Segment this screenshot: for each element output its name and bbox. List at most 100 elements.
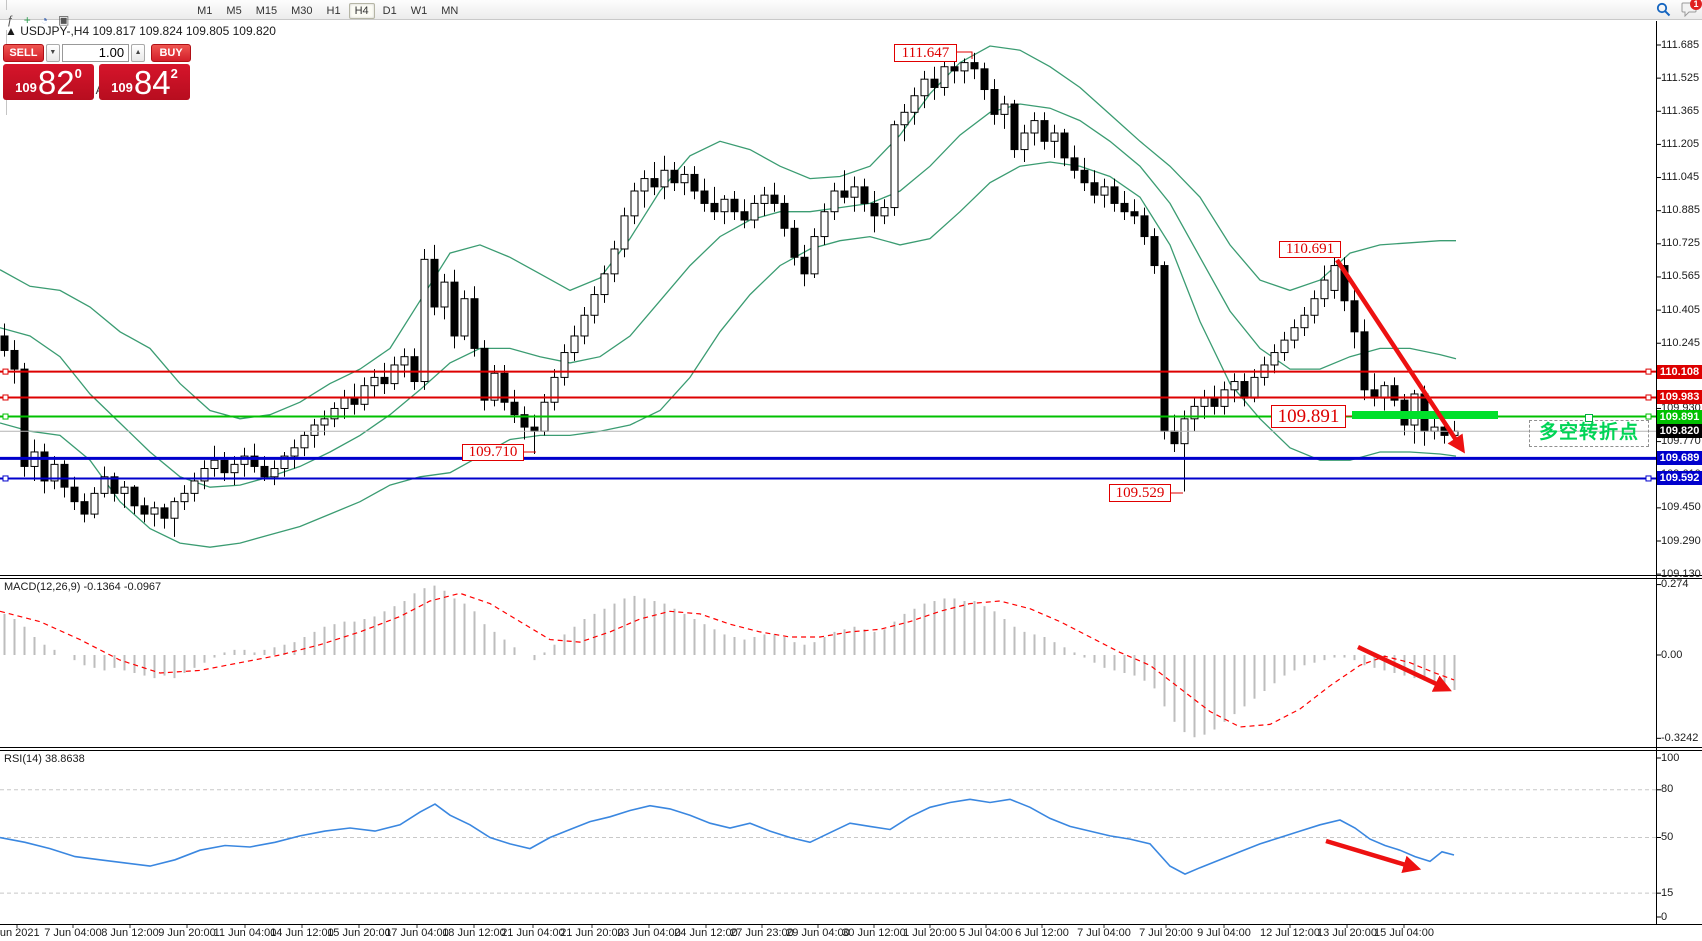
sell-button[interactable]: SELL: [3, 44, 44, 62]
sell-price-sup: 0: [74, 66, 82, 81]
candle-bear: [1060, 132, 1069, 159]
line-handle[interactable]: [1645, 475, 1652, 482]
time-label: 18 Jun 12:00: [442, 927, 506, 939]
line-handle[interactable]: [2, 413, 9, 420]
templates-icon[interactable]: ▣: [54, 10, 73, 30]
timeframe-m1[interactable]: M1: [197, 4, 213, 17]
macd-tick: -0.3242: [1661, 731, 1699, 744]
macd-signal-line: [0, 592, 1455, 728]
chat-icon[interactable]: 1: [1681, 0, 1702, 22]
timeframe-h1[interactable]: H1: [326, 4, 341, 17]
candle-bear: [80, 501, 89, 515]
periods-icon[interactable]: ◔: [37, 10, 52, 30]
candle-bear: [1110, 186, 1119, 204]
time-label: 9 Jun 20:00: [158, 927, 216, 939]
annotation-note-cn[interactable]: 多空转折点: [1529, 420, 1649, 447]
timeframe-mn[interactable]: MN: [441, 4, 459, 17]
volume-decrease-button[interactable]: ▼: [45, 44, 60, 62]
support-zone-bar[interactable]: [1352, 411, 1498, 419]
line-handle[interactable]: [2, 394, 9, 401]
one-click-trading-panel: SELL ▼ 1.00 ▲ BUY 109 82 0 109 84 2: [3, 44, 192, 100]
price-callout-spike-low[interactable]: 109.529: [1109, 484, 1171, 502]
price-callout-high[interactable]: 111.647: [894, 44, 957, 62]
candle-bear: [1350, 300, 1359, 333]
add-indicator-icon[interactable]: +: [20, 10, 35, 30]
candle-bear: [140, 505, 149, 515]
price-tick: 111.685: [1661, 38, 1700, 51]
candle-bear: [1090, 182, 1099, 196]
candle-bear: [1080, 169, 1089, 184]
candle-bull: [210, 459, 219, 470]
candle-bear: [1360, 331, 1369, 391]
candle-bull: [760, 194, 769, 204]
timeframe-w1[interactable]: W1: [410, 4, 428, 17]
candle-bull: [50, 463, 59, 482]
buy-price-panel[interactable]: 109 84 2: [99, 64, 190, 100]
candle-bull: [240, 455, 249, 465]
candle-bull: [1200, 397, 1209, 407]
candle-bear: [700, 190, 709, 204]
candle-bull: [280, 455, 289, 470]
timeframe-m30[interactable]: M30: [291, 4, 313, 17]
candle-bear: [1150, 236, 1159, 267]
candle-bear: [1160, 265, 1169, 432]
candle-bull: [1310, 298, 1319, 316]
price-callout-pivot[interactable]: 109.891: [1271, 405, 1346, 428]
timeframe-d1[interactable]: D1: [382, 4, 397, 17]
candle-bear: [500, 372, 509, 403]
candle-bull: [490, 372, 499, 401]
time-label: 21 Jun 20:00: [560, 927, 624, 939]
volume-increase-button[interactable]: ▲: [131, 44, 146, 62]
time-label: Jun 2021: [0, 927, 40, 939]
line-handle[interactable]: [2, 368, 9, 375]
candle-bear: [530, 426, 539, 432]
line-handle[interactable]: [1645, 394, 1652, 401]
rsi-tick: 15: [1661, 886, 1674, 899]
candle-bear: [1340, 265, 1349, 302]
time-label: 12 Jul 12:00: [1260, 927, 1320, 939]
timeframe-m5[interactable]: M5: [226, 4, 242, 17]
macd-tick: 0.274: [1661, 578, 1689, 591]
trend-arrow-rsi[interactable]: [1325, 838, 1422, 873]
price-tick: 111.525: [1661, 71, 1700, 84]
candle-bear: [1120, 202, 1129, 213]
volume-input[interactable]: 1.00: [61, 44, 130, 62]
trend-arrow-macd[interactable]: [1357, 644, 1452, 692]
candle-bear: [1040, 120, 1049, 142]
candle-bull: [1190, 405, 1199, 420]
candle-bear: [130, 486, 139, 507]
buy-button[interactable]: BUY: [151, 44, 192, 62]
annotation-note-handle[interactable]: [1585, 414, 1593, 422]
trend-arrow-main[interactable]: [1335, 258, 1465, 454]
candle-bull: [310, 424, 319, 436]
candle-bull: [920, 78, 929, 97]
price-callout-second-high[interactable]: 110.691: [1279, 241, 1341, 258]
candle-bull: [400, 356, 409, 366]
time-label: 29 Jun 04:00: [786, 927, 850, 939]
line-handle[interactable]: [2, 475, 9, 482]
line-handle[interactable]: [1645, 413, 1652, 420]
candle-bull: [810, 236, 819, 275]
candle-bull: [600, 273, 609, 296]
price-callout-support[interactable]: 109.710: [462, 444, 524, 461]
buy-price-prefix: 109: [111, 80, 133, 95]
bollinger-upper-band: [0, 45, 1456, 420]
sell-price-panel[interactable]: 109 82 0: [3, 64, 94, 100]
line-handle[interactable]: [1645, 368, 1652, 375]
indicators-list-icon[interactable]: ƒ: [3, 10, 18, 30]
candle-bear: [860, 186, 869, 204]
candle-bull: [750, 202, 759, 221]
candle-bull: [940, 66, 949, 88]
time-label: 13 Jul 20:00: [1317, 927, 1377, 939]
timeframe-h4[interactable]: H4: [348, 2, 375, 19]
timeframe-m15[interactable]: M15: [255, 4, 278, 17]
candle-bull: [1100, 186, 1109, 196]
candle-bear: [1210, 397, 1219, 407]
price-badge-110.108: 110.108: [1657, 364, 1702, 379]
indicators-list-icon: ƒ: [7, 12, 14, 27]
search-icon[interactable]: [1656, 2, 1671, 22]
candle-bull: [1000, 103, 1009, 115]
time-label: 17 Jun 04:00: [385, 927, 449, 939]
candle-bull: [1250, 376, 1259, 399]
